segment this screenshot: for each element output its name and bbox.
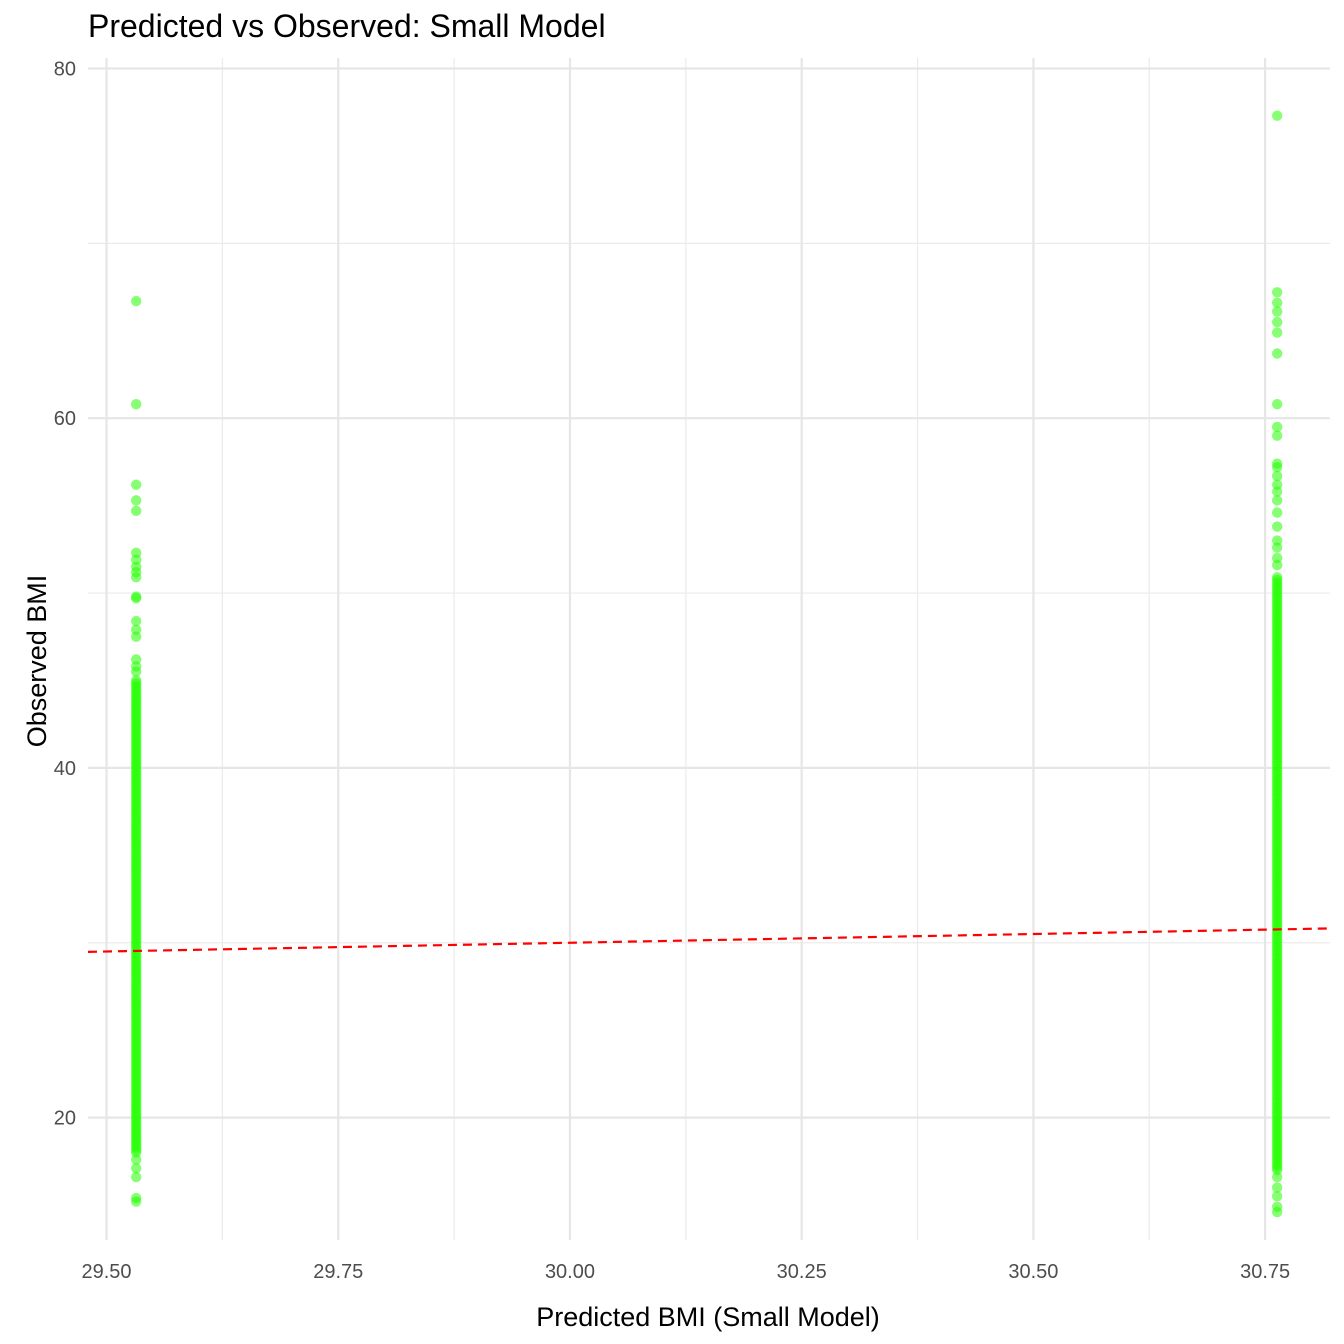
data-point: [1271, 1191, 1283, 1202]
data-point: [1271, 421, 1283, 433]
data-point: [1271, 316, 1283, 328]
grid-minor: [88, 58, 1330, 1240]
x-tick-label: 30.50: [1008, 1261, 1058, 1283]
data-point: [130, 593, 142, 604]
y-axis-title: Observed BMI: [22, 575, 52, 748]
data-point: [130, 631, 142, 642]
x-axis-title: Predicted BMI (Small Model): [536, 1302, 880, 1332]
x-tick-label: 30.25: [777, 1261, 827, 1283]
data-point: [130, 495, 142, 506]
data-point: [1271, 1182, 1283, 1193]
data-point: [1271, 495, 1283, 506]
data-point: [130, 572, 142, 583]
data-point: [1271, 287, 1283, 298]
data-point: [1271, 430, 1283, 441]
x-tick-label: 29.50: [82, 1261, 132, 1283]
x-tick-label: 30.75: [1240, 1261, 1290, 1283]
y-tick-label: 80: [54, 58, 76, 80]
data-point: [1271, 470, 1283, 482]
data-point: [1271, 542, 1283, 553]
reference-line: [87, 927, 1331, 953]
y-axis-ticks: 20 40 60 80: [54, 58, 76, 1129]
data-point: [130, 1154, 142, 1165]
data-point: [1271, 348, 1283, 359]
data-point: [130, 399, 142, 410]
data-point: [1271, 521, 1283, 532]
data-point: [130, 295, 142, 307]
data-point: [130, 1171, 142, 1183]
data-point: [1271, 1206, 1283, 1218]
y-tick-label: 40: [54, 758, 76, 780]
data-point: [130, 505, 142, 517]
data-points: [130, 110, 1283, 1218]
data-point: [130, 1196, 142, 1207]
data-point: [1271, 110, 1283, 121]
grid-major: [88, 58, 1330, 1240]
data-point: [1271, 486, 1283, 497]
data-point: [1271, 297, 1283, 308]
data-point: [130, 479, 142, 490]
reference-line-group: [87, 927, 1331, 953]
x-axis-ticks: 29.50 29.75 30.00 30.25 30.50 30.75: [82, 1261, 1291, 1283]
chart-title: Predicted vs Observed: Small Model: [88, 8, 606, 44]
data-point: [130, 675, 142, 686]
data-point: [1271, 507, 1283, 518]
data-point: [1271, 399, 1283, 410]
data-point: [130, 1163, 142, 1174]
data-point: [130, 615, 142, 627]
data-point: [1271, 572, 1283, 583]
data-point: [1271, 327, 1283, 338]
data-point: [1271, 461, 1283, 473]
y-tick-label: 60: [54, 408, 76, 430]
x-tick-label: 30.00: [545, 1261, 595, 1283]
x-tick-label: 29.75: [313, 1261, 363, 1283]
y-tick-label: 20: [54, 1108, 76, 1130]
data-point: [1271, 306, 1283, 317]
data-point: [1271, 559, 1283, 571]
data-point: [1271, 1171, 1283, 1183]
data-point: [130, 666, 142, 677]
